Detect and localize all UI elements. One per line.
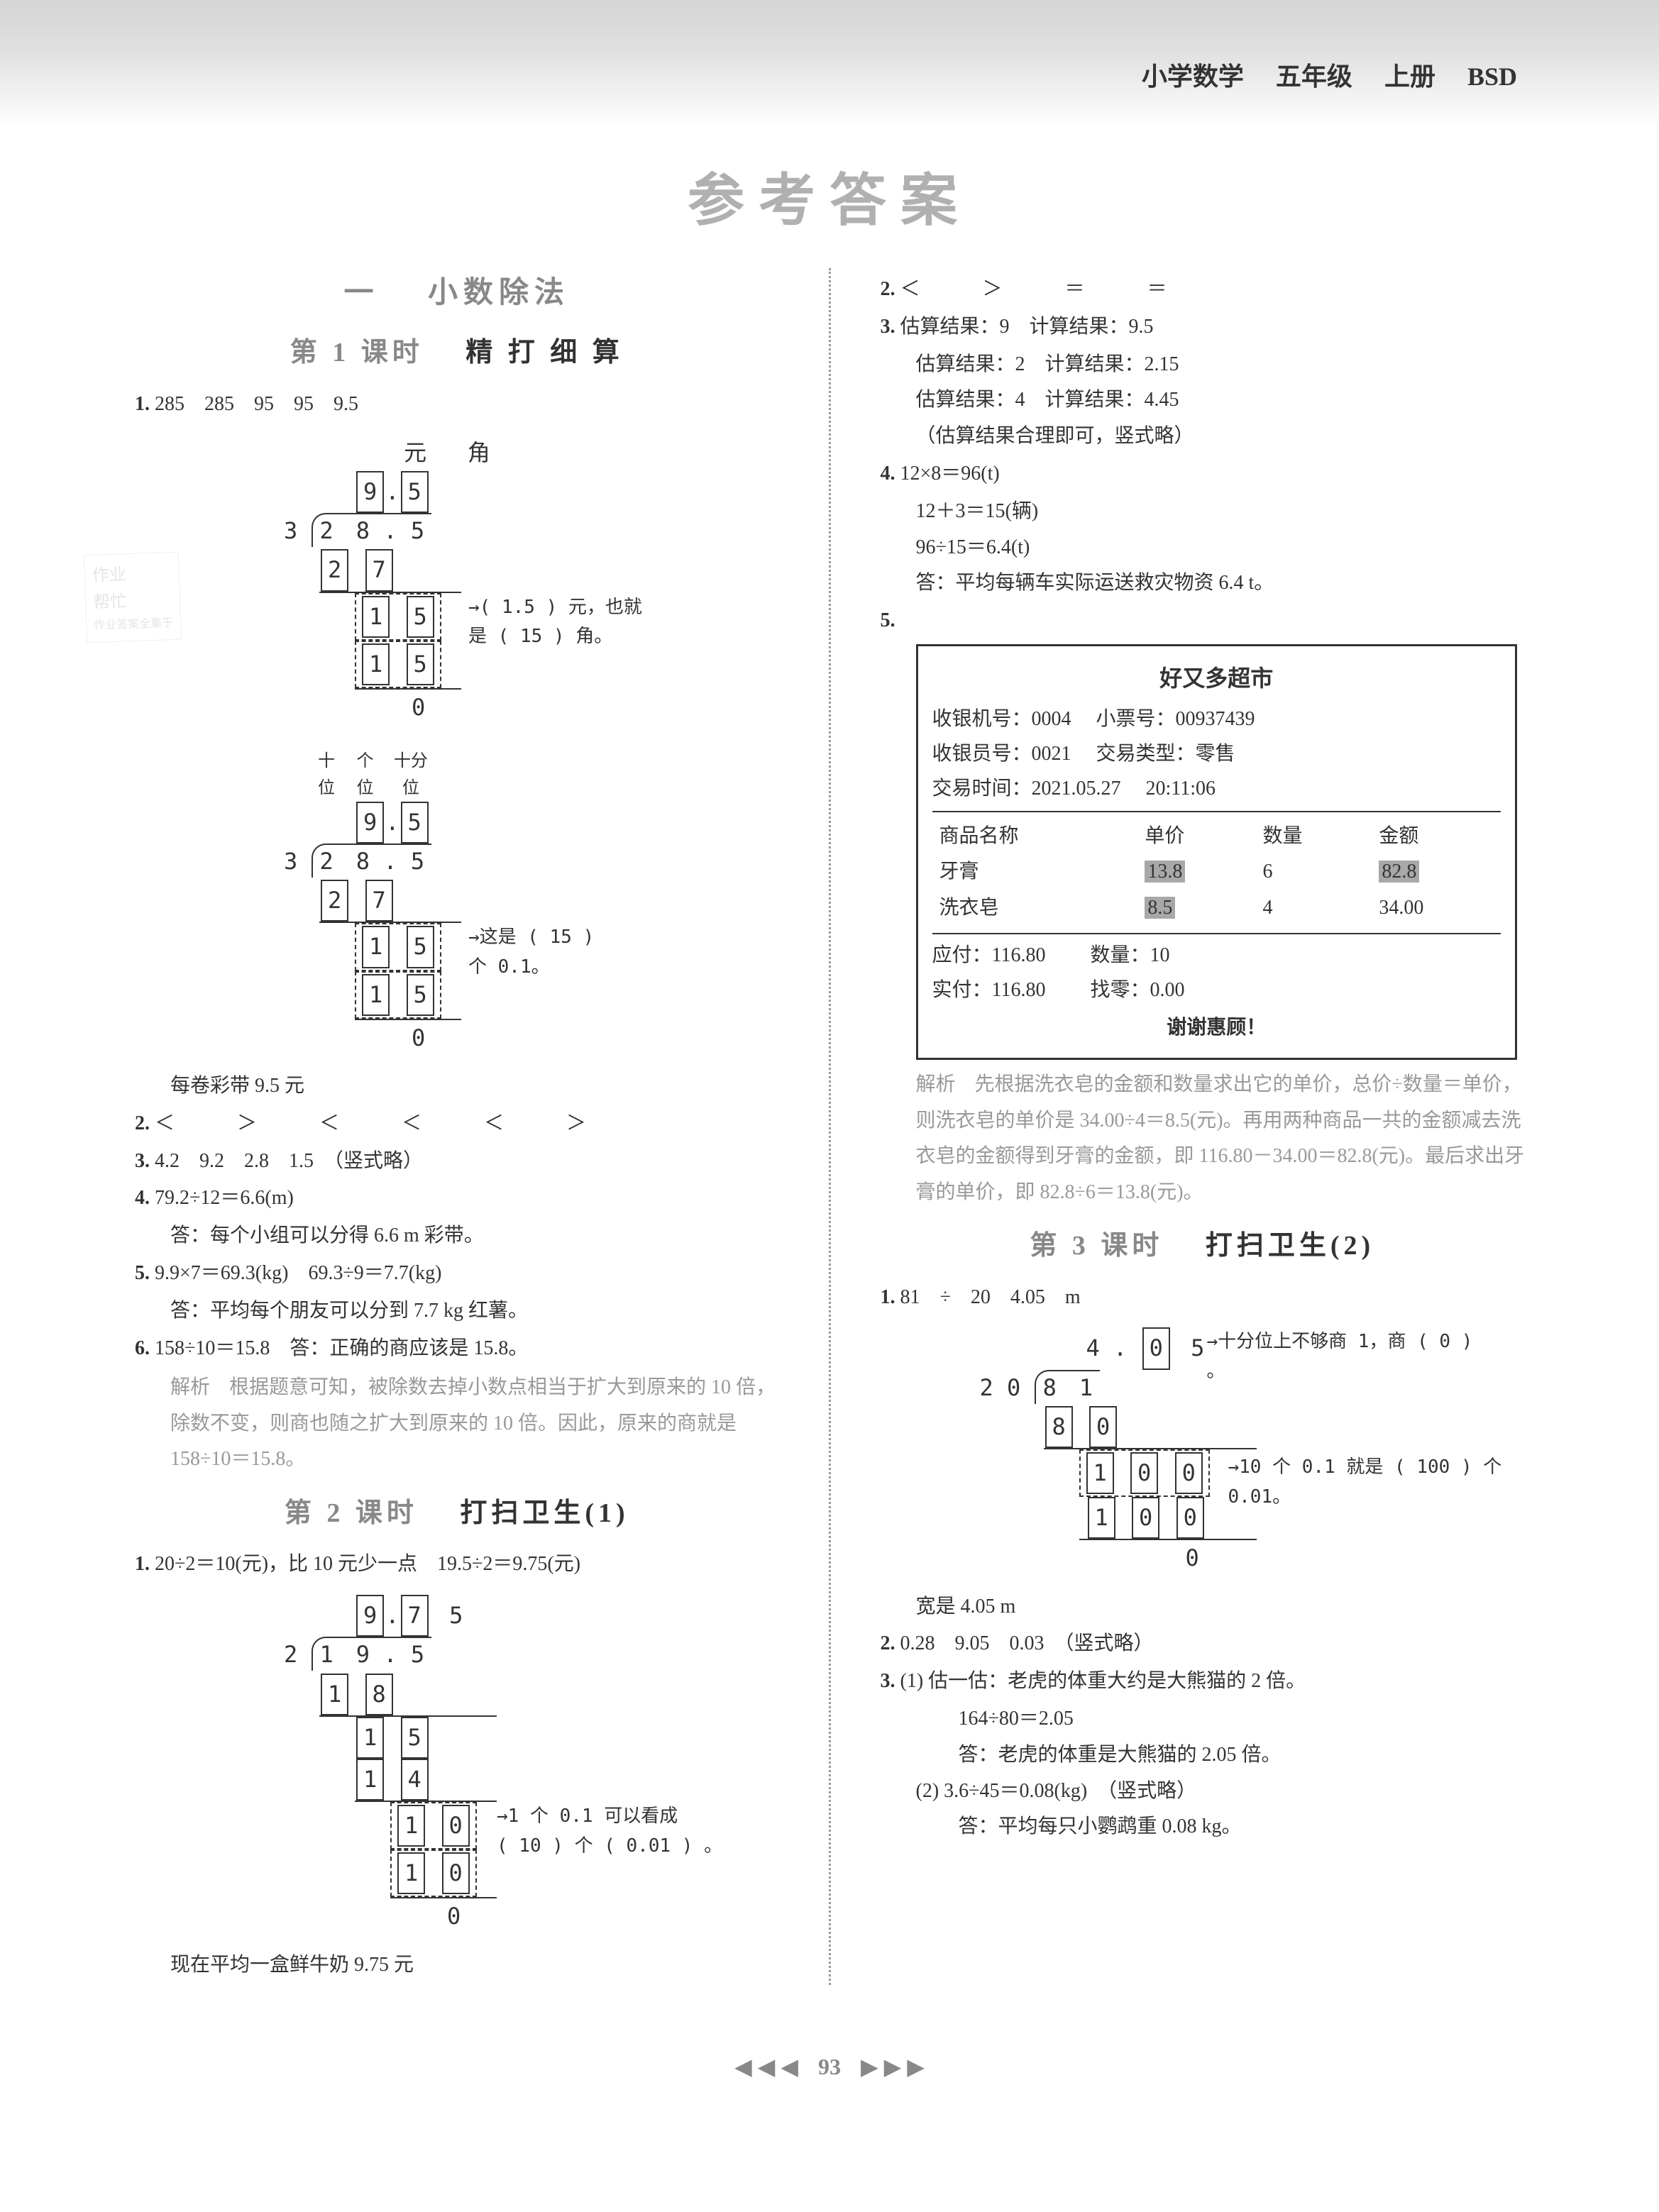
lesson1-title: 第 1 课时 精 打 细 算 [128,331,786,375]
l2-q4: 4. 12×8＝96(t) [873,458,1532,490]
l2-q5: 5. [873,605,1532,637]
main-title: 参考答案 [0,156,1659,247]
receipt: 好又多超市 收银机号：0004 小票号：00937439 收银员号：0021 交… [916,644,1518,1060]
left-column: 一 小数除法 第 1 课时 精 打 细 算 1. 285 285 95 95 9… [128,268,786,1985]
receipt-title: 好又多超市 [932,660,1501,697]
table-row: 洗衣皂 8.5 4 34.00 [934,891,1500,926]
l3-q1-answer: 宽是 4.05 m [873,1591,1532,1623]
page-number: 93 [818,2054,841,2079]
l2-q3: 3. 估算结果：9 计算结果：9.5 [873,311,1532,343]
volume: 上册 [1384,62,1435,91]
lesson2-title: 第 2 课时 打扫卫生(1) [128,1492,786,1535]
chapter-title: 一 小数除法 [128,268,786,317]
l2-division: 9.7 5 2 1 9 . 5 1 8 1 5 1 4 [284,1595,568,1935]
l3-q1: 1. 81 ÷ 20 4.05 m [873,1282,1532,1314]
l1-q2: 2. ＜ ＞ ＜ ＜ ＜ ＞ [128,1108,786,1140]
l1-q3: 3. 4.2 9.2 2.8 1.5 （竖式略） [128,1146,786,1178]
right-arrows-icon: ▶ ▶ ▶ [861,2054,925,2079]
l3-division: 4 . 0 5 →十分位上不够商 1，商 ( 0 ) 。 2 0 8 1 8 0… [980,1327,1406,1576]
l1-q6-analysis: 解析 根据题意可知，被除数去掉小数点相当于扩大到原来的 10 倍，除数不变，则商… [128,1370,786,1477]
l3-q2: 2. 0.28 9.05 0.03 （竖式略） [873,1628,1532,1660]
grade: 五年级 [1276,62,1352,91]
lesson3-title: 第 3 课时 打扫卫生(2) [873,1224,1532,1268]
content-columns: 一 小数除法 第 1 课时 精 打 细 算 1. 285 285 95 95 9… [0,268,1659,2028]
page-footer: ◀ ◀ ◀ 93 ▶ ▶ ▶ [0,2028,1659,2106]
l1-division1: 元 角 9.5 3 2 8 . 5 2 7 1 5 [284,435,568,726]
edition: BSD [1467,62,1517,91]
header-text: 小学数学 五年级 上册 BSD [1142,57,1517,98]
header-banner: 小学数学 五年级 上册 BSD [0,0,1659,128]
column-divider [829,268,831,1985]
l2-q1-answer: 现在平均一盒鲜牛奶 9.75 元 [128,1950,786,1981]
l1-q6: 6. 158÷10＝15.8 答：正确的商应该是 15.8。 [128,1333,786,1365]
l3-q3: 3. (1) 估一估：老虎的体重大约是大熊猫的 2 倍。 [873,1666,1532,1698]
l1-q4: 4. 79.2÷12＝6.6(m) [128,1183,786,1215]
watermark: 作业 帮忙 作业答案全集于 [84,552,182,643]
l2-q2: 2. ＜ ＞ ＝ ＝ [873,274,1532,306]
right-column: 2. ＜ ＞ ＝ ＝ 3. 估算结果：9 计算结果：9.5 估算结果：2 计算结… [873,268,1532,1985]
l2-q1: 1. 20÷2＝10(元)，比 10 元少一点 19.5÷2＝9.75(元) [128,1549,786,1581]
l1-q5: 5. 9.9×7＝69.3(kg) 69.3÷9＝7.7(kg) [128,1258,786,1290]
l1-division2: 十位 个位 十分位 9.5 3 2 8 . 5 2 7 1 5 [284,747,568,1056]
l2-q5-analysis: 解析 先根据洗衣皂的金额和数量求出它的单价，总价÷数量＝单价，则洗衣皂的单价是 … [873,1067,1532,1210]
chapter-name: 小数除法 [428,277,570,309]
table-row: 牙膏 13.8 6 82.8 [934,855,1500,890]
chapter-num: 一 [343,275,379,309]
l1-q1: 1. 285 285 95 95 9.5 [128,389,786,421]
receipt-table: 商品名称 单价 数量 金额 牙膏 13.8 6 82.8 洗衣皂 8.5 4 3… [932,818,1501,927]
left-arrows-icon: ◀ ◀ ◀ [734,2054,798,2079]
subject: 小学数学 [1142,62,1244,91]
l1-q1-answer: 每卷彩带 9.5 元 [128,1071,786,1102]
